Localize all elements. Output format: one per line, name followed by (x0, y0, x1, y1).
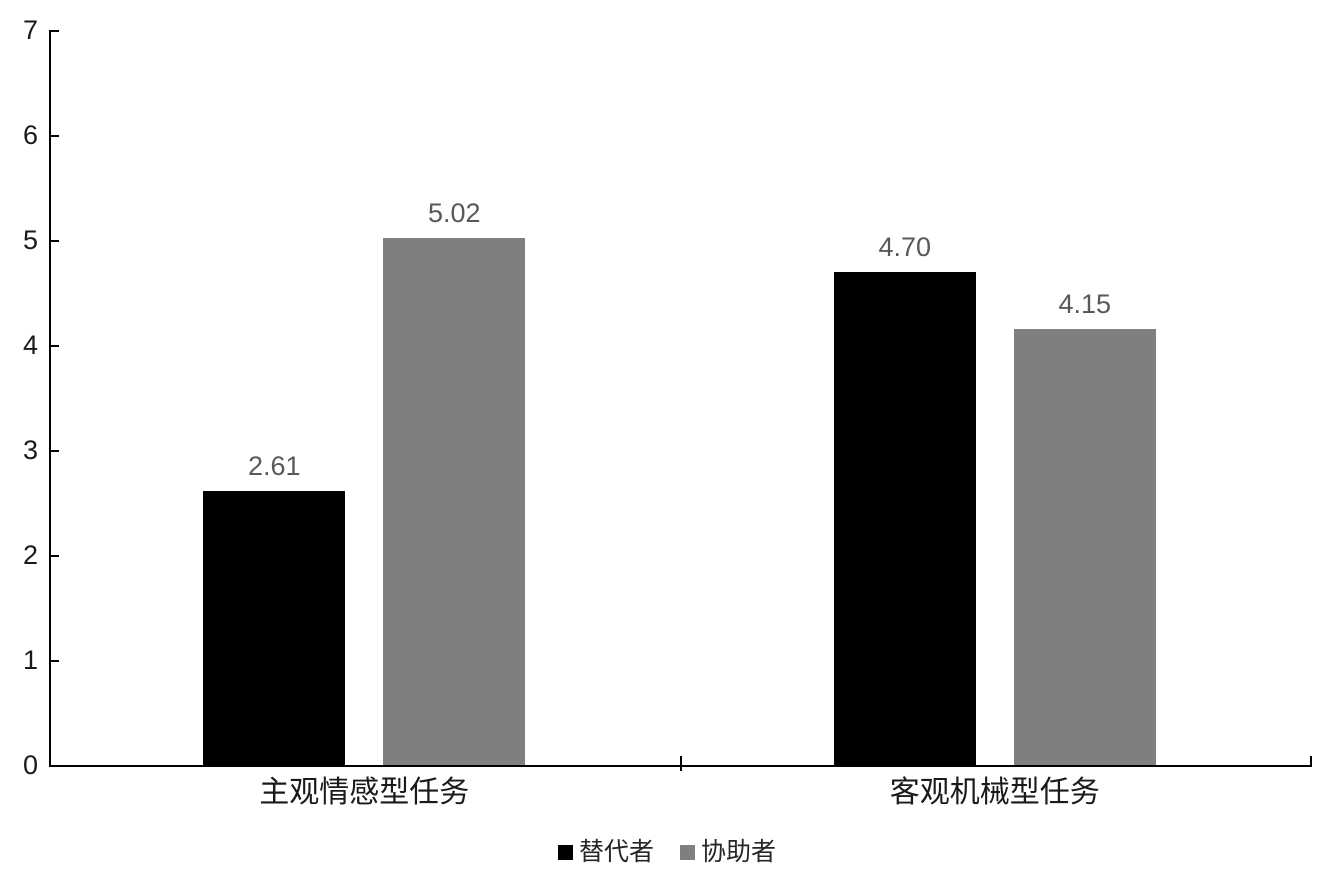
y-axis-tick (49, 135, 59, 137)
legend-item-协助者: 协助者 (680, 840, 776, 865)
bar-协助者-1 (1013, 329, 1156, 765)
value-label: 5.02 (427, 197, 481, 228)
bar-替代者-1 (833, 271, 976, 765)
y-axis-line (49, 30, 51, 767)
legend: 替代者 协助者 (0, 840, 1334, 865)
y-axis-tick (49, 450, 59, 452)
y-axis-tick (49, 30, 59, 32)
y-axis-tick-label: 5 (22, 225, 38, 255)
legend-item-替代者: 替代者 (557, 838, 654, 866)
y-axis-tick-label: 2 (22, 540, 38, 570)
bar-协助者-0 (383, 237, 526, 765)
y-axis-tick-label: 4 (22, 330, 38, 360)
y-axis-tick (49, 765, 59, 767)
value-label: 4.70 (878, 231, 932, 262)
y-axis-tick (49, 555, 59, 557)
x-axis-tick (679, 756, 682, 771)
y-axis-tick-label: 7 (22, 15, 38, 45)
y-axis-tick-label: 3 (22, 435, 38, 465)
y-axis-tick (49, 240, 59, 242)
y-axis-tick-label: 6 (22, 120, 38, 150)
y-axis-tick (49, 660, 59, 662)
category-label: 主观情感型任务 (259, 776, 470, 809)
legend-label: 替代者 (578, 838, 654, 866)
legend-label: 协助者 (701, 838, 777, 866)
x-axis-tick (1310, 756, 1312, 766)
y-axis-tick (49, 345, 59, 347)
legend-swatch-icon (680, 845, 695, 860)
bar-替代者-0 (203, 490, 346, 765)
legend-swatch-icon (557, 845, 573, 860)
category-label: 客观机械型任务 (889, 776, 1100, 809)
value-label: 2.61 (247, 450, 301, 481)
y-axis-tick-label: 0 (22, 750, 38, 780)
value-label: 4.15 (1058, 289, 1112, 320)
y-axis-tick-label: 1 (22, 645, 38, 675)
